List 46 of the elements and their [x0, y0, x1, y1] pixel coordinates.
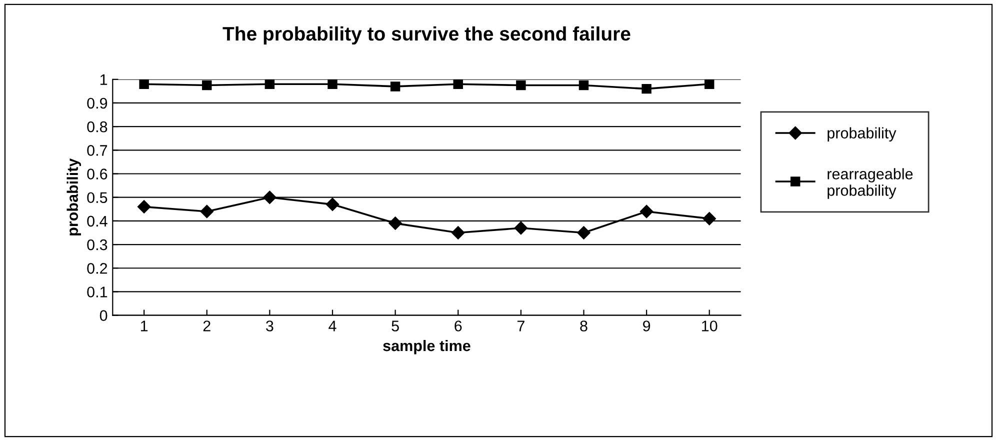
point [139, 79, 149, 89]
x-tick-label: 5 [392, 320, 399, 332]
point [263, 190, 276, 204]
y-axis-title: probability [66, 158, 82, 236]
chart-title: The probability to survive the second failure [222, 26, 630, 45]
y-tick-label: 0.7 [87, 145, 108, 156]
x-tick-label: 1 [140, 320, 148, 332]
y-tick-label: 0.6 [87, 168, 108, 180]
x-tick-label: 4 [328, 320, 336, 332]
x-tick-label: 7 [517, 320, 524, 332]
legend-label: probability [828, 127, 896, 142]
x-tick-label: 6 [454, 320, 462, 332]
point [328, 79, 338, 89]
point [388, 216, 402, 230]
point [702, 212, 716, 226]
x-tick-label: 3 [266, 320, 274, 332]
y-tick-label: 0 [100, 310, 108, 321]
point [578, 80, 589, 90]
x-axis-title: sample time [383, 340, 470, 354]
point [202, 80, 212, 90]
point [452, 226, 465, 240]
y-tick-label: 0.3 [87, 239, 108, 250]
point [137, 200, 151, 214]
point [516, 80, 526, 90]
point [326, 198, 340, 212]
legend-label: rearrageable probability [828, 168, 913, 199]
point [514, 221, 528, 235]
x-tick-label: 2 [203, 320, 210, 332]
point [577, 226, 590, 240]
point [264, 79, 275, 89]
y-tick-label: 0.4 [87, 216, 108, 227]
y-tick-label: 0.2 [87, 262, 108, 274]
x-tick-label: 9 [643, 320, 650, 332]
point [704, 79, 714, 89]
point [642, 84, 652, 94]
x-tick-label: 10 [702, 320, 718, 332]
point [390, 82, 400, 92]
y-tick-label: 0.9 [87, 98, 108, 109]
point [200, 204, 214, 218]
y-tick-label: 0.5 [87, 192, 108, 204]
point [453, 79, 463, 89]
point [640, 204, 654, 218]
y-tick-label: 0.8 [87, 121, 108, 132]
y-tick-label: 0.1 [87, 286, 108, 298]
x-tick-label: 8 [580, 320, 588, 332]
y-tick-label: 1 [100, 74, 108, 85]
